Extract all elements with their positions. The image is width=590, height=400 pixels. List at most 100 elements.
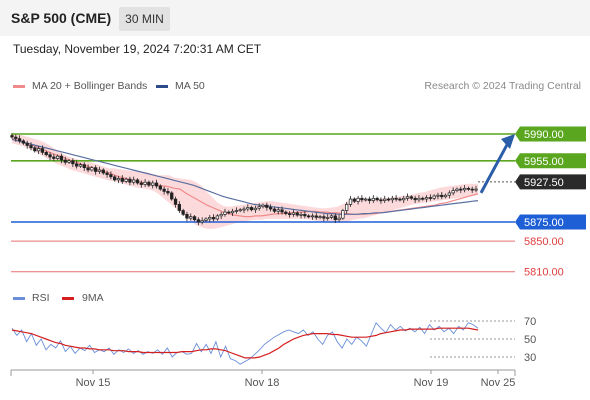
candle-body [466,187,471,190]
candle-body [90,167,94,171]
instrument-title: S&P 500 (CME) [11,10,112,26]
candle-body [314,215,318,218]
candle-body [78,164,83,167]
candle-body [341,210,345,219]
candle [291,209,296,217]
level-tag: 5875.00 [515,214,586,230]
candle-body [223,211,227,215]
candle-body [158,185,162,190]
candle [71,158,75,168]
candle-body [329,215,334,218]
rsi-tick-label: 50 [524,334,536,346]
candle-body [379,199,383,202]
candle [215,214,220,221]
candle-body [151,182,155,186]
candle-body [440,194,444,198]
candle [139,180,143,188]
candle [329,214,334,220]
candle [36,146,41,155]
candle-body [86,167,90,171]
candle [405,193,410,201]
candle [436,192,440,200]
candle [189,213,193,221]
candle [455,187,459,193]
moving-averages [11,138,479,218]
candle-body [55,155,60,159]
report-datetime: Tuesday, November 19, 2024 7:20:31 AM CE… [13,42,262,56]
candle-body [10,135,14,138]
candle [200,217,204,225]
candle [284,210,288,216]
candle-body [246,207,250,210]
candle [386,197,391,202]
candle-body [261,204,265,208]
candle-body [383,198,387,201]
candle [417,195,421,203]
candle-body [143,181,147,185]
candle [402,195,406,204]
candle-body [154,182,159,187]
candle [211,214,216,222]
candle-body [424,197,429,200]
candle-body [333,215,337,221]
candle [470,186,474,194]
candle [40,145,45,155]
candle-body [211,217,216,220]
candle [75,160,79,169]
candle [265,202,269,211]
candle-body [132,179,136,183]
candle-body [371,197,375,201]
candle-body [367,198,372,201]
candle [230,208,235,217]
candle-body [287,213,292,215]
candle [462,185,467,193]
timeframe-badge[interactable]: 30 MIN [119,7,170,31]
candle-body [386,198,391,201]
candle [173,196,178,208]
candle [234,207,239,214]
candle [227,210,231,215]
level-tag-label: 5850.00 [524,236,564,248]
candle-body [234,210,239,212]
level-tag-label: 5990.00 [524,129,564,141]
candle [120,175,124,184]
candle [352,197,356,204]
candle [280,206,284,215]
rsi-legend-label: RSI [32,292,50,304]
candle-body [326,217,330,219]
candle-body [447,192,452,196]
candle-body [139,182,143,185]
candle [151,180,155,189]
ma50-legend-swatch [156,85,168,88]
candle [124,177,128,184]
candle-body [21,140,26,144]
candle [97,166,102,174]
candle [443,193,448,199]
level-tag-bg [515,153,586,169]
candle [398,197,402,202]
candle [348,195,353,207]
ma20-legend-label: MA 20 + Bollinger Bands [32,80,148,92]
candle [356,195,360,205]
candle [158,184,162,191]
candle [379,197,383,204]
candle-body [71,160,75,165]
candle [101,168,105,175]
candle-body [474,188,478,191]
candle [322,214,326,222]
projection-arrow-shaft [479,142,510,194]
candle-body [162,188,166,192]
candle-body [421,197,425,200]
candle [59,153,64,164]
candle [132,176,136,185]
candle-body [470,188,474,191]
candle [25,140,29,149]
candle [364,197,368,202]
candle [459,186,463,194]
candle [44,150,48,157]
candle-body [284,211,288,214]
candle-body [36,148,41,152]
candle-body [409,196,413,199]
candle [253,205,258,213]
